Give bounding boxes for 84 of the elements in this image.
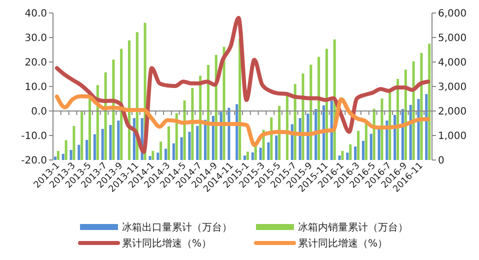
bar bbox=[88, 98, 92, 160]
y2-tick-label: 5,000 bbox=[438, 33, 467, 44]
legend-label: 累计同比增速（%） bbox=[122, 238, 212, 250]
bar bbox=[325, 48, 328, 160]
y2-tick-label: 0 bbox=[438, 156, 444, 166]
y2-tick-label: 3,000 bbox=[438, 82, 467, 93]
bar bbox=[180, 137, 183, 160]
bar bbox=[362, 140, 364, 160]
y-tick-label: -10.0 bbox=[21, 131, 47, 142]
y2-tick-label: 1,000 bbox=[438, 131, 467, 142]
y2-tick-label: 4,000 bbox=[438, 58, 467, 68]
bar bbox=[64, 140, 68, 160]
bar bbox=[349, 144, 352, 160]
bar bbox=[54, 156, 56, 160]
bar bbox=[120, 48, 123, 160]
bar bbox=[112, 60, 115, 160]
bar bbox=[246, 152, 249, 160]
bar bbox=[364, 122, 368, 160]
bar bbox=[206, 64, 210, 160]
bar bbox=[251, 152, 254, 160]
bar bbox=[428, 44, 431, 160]
bar bbox=[420, 52, 423, 160]
legend-label: 冰箱内销量累计（万台） bbox=[298, 222, 408, 234]
bar bbox=[417, 98, 420, 160]
legend-label: 累计同比增速（%） bbox=[298, 238, 388, 250]
bar bbox=[78, 144, 80, 160]
bar bbox=[425, 94, 428, 160]
bar bbox=[167, 126, 170, 160]
y-tick-label: 30.0 bbox=[24, 33, 47, 44]
bar bbox=[378, 128, 380, 160]
bar bbox=[109, 124, 112, 160]
bar bbox=[306, 114, 310, 160]
bar bbox=[101, 128, 104, 160]
bar bbox=[175, 113, 178, 160]
bar bbox=[275, 136, 278, 160]
bar bbox=[267, 142, 270, 160]
bar bbox=[70, 150, 72, 160]
bar bbox=[357, 130, 360, 160]
bar bbox=[183, 100, 186, 160]
bar bbox=[220, 112, 222, 160]
bar bbox=[56, 150, 60, 160]
bar bbox=[156, 152, 160, 160]
bar bbox=[228, 108, 230, 160]
bar bbox=[380, 98, 384, 160]
bar bbox=[188, 132, 191, 160]
bar bbox=[259, 148, 262, 160]
bar bbox=[164, 148, 168, 160]
y-tick-label: -20.0 bbox=[21, 156, 47, 166]
y-tick-label: 40.0 bbox=[24, 8, 47, 20]
bar bbox=[212, 116, 214, 160]
bar bbox=[80, 111, 84, 160]
bar bbox=[93, 134, 96, 160]
y-tick-label: 10.0 bbox=[24, 82, 47, 93]
y-tick-label: 0.0 bbox=[31, 106, 47, 118]
bar bbox=[72, 126, 76, 160]
y-tick-label: 20.0 bbox=[24, 58, 47, 68]
bar bbox=[196, 126, 199, 160]
bar bbox=[160, 142, 162, 160]
bar bbox=[298, 118, 302, 160]
bar bbox=[370, 134, 372, 160]
bar bbox=[330, 100, 333, 160]
bar bbox=[243, 156, 246, 160]
bar bbox=[394, 114, 396, 160]
legend-label: 冰箱出口量累计（万台） bbox=[122, 222, 232, 234]
bar bbox=[341, 150, 344, 160]
y2-tick-label: 6,000 bbox=[438, 8, 467, 20]
bar bbox=[338, 156, 341, 160]
bar bbox=[354, 146, 357, 160]
bar bbox=[310, 64, 312, 160]
bar bbox=[388, 92, 392, 160]
bar bbox=[148, 156, 152, 160]
bar bbox=[191, 88, 194, 160]
bar bbox=[86, 140, 88, 160]
bar bbox=[278, 106, 281, 160]
bar bbox=[346, 152, 349, 160]
bar bbox=[152, 150, 154, 160]
bar bbox=[62, 154, 64, 160]
bar bbox=[236, 104, 238, 160]
bar bbox=[128, 40, 131, 160]
y2-tick-label: 2,000 bbox=[438, 106, 467, 118]
bar bbox=[117, 120, 120, 160]
bar bbox=[286, 95, 288, 160]
bar bbox=[322, 105, 325, 160]
bar bbox=[172, 143, 175, 160]
